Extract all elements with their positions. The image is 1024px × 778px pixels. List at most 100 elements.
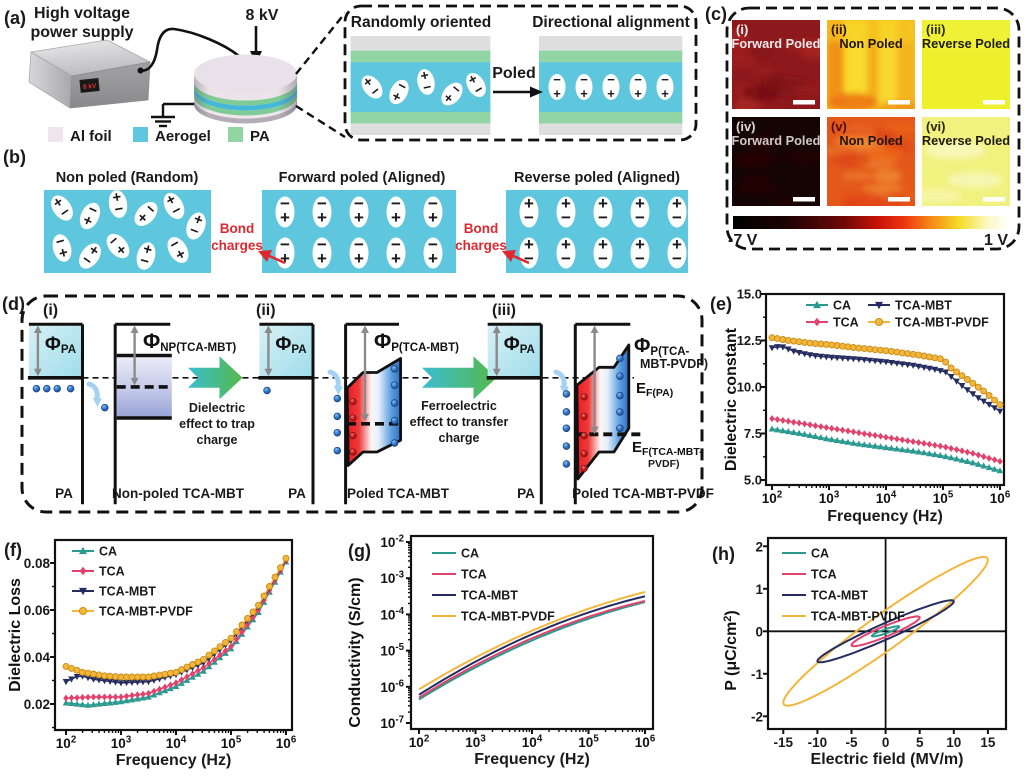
- svg-text:−: −: [113, 200, 125, 218]
- svg-text:(vi): (vi): [926, 119, 946, 134]
- svg-text:Reverse Poled: Reverse Poled: [922, 36, 1010, 51]
- svg-text:charge: charge: [197, 433, 238, 447]
- svg-text:12.5: 12.5: [737, 333, 762, 348]
- svg-text:+: +: [672, 235, 682, 254]
- svg-text:TCA: TCA: [833, 316, 859, 330]
- svg-text:+: +: [391, 208, 401, 227]
- svg-text:TCA-MBT: TCA-MBT: [811, 589, 868, 603]
- svg-text:−: −: [607, 72, 615, 87]
- svg-text:+: +: [598, 235, 608, 254]
- svg-text:−: −: [280, 194, 290, 213]
- svg-text:1: 1: [755, 582, 763, 597]
- svg-text:TCA: TCA: [461, 568, 487, 582]
- svg-text:Poled TCA-MBT-PVDF: Poled TCA-MBT-PVDF: [572, 486, 714, 501]
- svg-text:Forward poled (Aligned): Forward poled (Aligned): [279, 170, 446, 186]
- svg-text:+: +: [317, 249, 327, 268]
- svg-text:-7 V: -7 V: [728, 232, 758, 249]
- svg-text:P (μC/cm2): P (μC/cm2): [722, 610, 740, 691]
- svg-text:7.5: 7.5: [744, 426, 762, 441]
- svg-text:-10: -10: [808, 735, 828, 750]
- svg-text:-1: -1: [751, 667, 763, 682]
- svg-text:−: −: [598, 249, 608, 268]
- svg-text:Randomly oriented: Randomly oriented: [351, 14, 491, 31]
- svg-text:effect to transfer: effect to transfer: [410, 415, 509, 429]
- svg-text:−: −: [428, 194, 438, 213]
- svg-text:(iii): (iii): [492, 302, 516, 319]
- svg-text:+: +: [561, 194, 571, 213]
- svg-text:(iii): (iii): [926, 22, 946, 37]
- svg-text:Reverse Poled: Reverse Poled: [922, 133, 1010, 148]
- svg-text:(ii): (ii): [256, 302, 276, 319]
- svg-text:-2: -2: [751, 709, 763, 724]
- svg-text:+: +: [419, 66, 430, 83]
- svg-text:0.08: 0.08: [24, 556, 51, 571]
- svg-text:PVDF): PVDF): [648, 458, 680, 470]
- svg-text:1 V: 1 V: [984, 232, 1008, 249]
- svg-text:TCA-MBT-PVDF: TCA-MBT-PVDF: [811, 610, 905, 624]
- svg-text:−: −: [672, 208, 682, 227]
- svg-text:−: −: [561, 249, 571, 268]
- svg-text:−: −: [672, 249, 682, 268]
- svg-text:+: +: [635, 235, 645, 254]
- svg-text:(e): (e): [710, 294, 732, 314]
- svg-text:5.0: 5.0: [744, 473, 762, 488]
- svg-text:−: −: [553, 72, 561, 87]
- svg-text:PA: PA: [288, 486, 306, 501]
- svg-text:+: +: [661, 86, 669, 101]
- svg-text:−: −: [634, 72, 642, 87]
- svg-text:+: +: [354, 249, 364, 268]
- svg-text:−: −: [428, 235, 438, 254]
- svg-text:Bond: Bond: [464, 221, 499, 236]
- svg-text:TCA: TCA: [811, 568, 837, 582]
- svg-text:2: 2: [755, 539, 763, 554]
- svg-text:CA: CA: [811, 547, 829, 561]
- svg-text:Ferroelectric: Ferroelectric: [421, 399, 497, 413]
- svg-text:+: +: [280, 249, 290, 268]
- svg-text:−: −: [580, 72, 588, 87]
- svg-text:Frequency (Hz): Frequency (Hz): [474, 751, 590, 768]
- svg-text:PA: PA: [517, 486, 535, 501]
- svg-text:Frequency (Hz): Frequency (Hz): [116, 752, 232, 769]
- svg-text:(d): (d): [2, 294, 25, 314]
- svg-text:+: +: [391, 249, 401, 268]
- svg-text:−: −: [421, 78, 432, 95]
- svg-text:−: −: [635, 249, 645, 268]
- svg-text:15.0: 15.0: [737, 287, 762, 302]
- svg-text:Non Poled: Non Poled: [839, 133, 902, 148]
- svg-text:Dielectric constant: Dielectric constant: [723, 327, 740, 471]
- svg-text:(i): (i): [43, 302, 58, 319]
- svg-text:0: 0: [882, 735, 890, 750]
- svg-text:TCA-MBT-PVDF: TCA-MBT-PVDF: [99, 605, 193, 619]
- svg-text:TCA: TCA: [99, 565, 125, 579]
- svg-text:+: +: [111, 188, 123, 206]
- svg-text:CA: CA: [461, 547, 479, 561]
- svg-text:−: −: [524, 249, 534, 268]
- svg-text:TCA-MBT-PVDF: TCA-MBT-PVDF: [461, 610, 555, 624]
- svg-text:Conductivity (S/cm): Conductivity (S/cm): [347, 577, 364, 727]
- svg-text:+: +: [553, 86, 561, 101]
- svg-text:15: 15: [980, 735, 996, 750]
- svg-text:CA: CA: [99, 545, 117, 559]
- svg-text:−: −: [280, 235, 290, 254]
- svg-text:Directional alignment: Directional alignment: [532, 14, 690, 31]
- svg-text:0.06: 0.06: [24, 603, 51, 618]
- svg-text:charges: charges: [455, 238, 507, 253]
- svg-text:+: +: [598, 194, 608, 213]
- svg-text:TCA-MBT: TCA-MBT: [99, 585, 156, 599]
- svg-text:8 kV: 8 kV: [246, 7, 279, 24]
- svg-text:-15: -15: [774, 735, 794, 750]
- svg-text:+: +: [672, 194, 682, 213]
- svg-text:−: −: [661, 72, 669, 87]
- svg-text:Dielectric: Dielectric: [189, 401, 245, 415]
- svg-text:+: +: [524, 235, 534, 254]
- svg-text:TCA-MBT-PVDF: TCA-MBT-PVDF: [895, 316, 989, 330]
- svg-text:Aerogel: Aerogel: [155, 128, 211, 145]
- svg-text:MBT-PVDF): MBT-PVDF): [640, 357, 708, 371]
- svg-text:5: 5: [916, 735, 924, 750]
- svg-text:(i): (i): [736, 22, 748, 37]
- svg-text:(iv): (iv): [736, 119, 756, 134]
- svg-text:(h): (h): [712, 544, 735, 564]
- svg-text:−: −: [391, 194, 401, 213]
- svg-text:0.02: 0.02: [24, 697, 50, 712]
- svg-text:10: 10: [946, 735, 961, 750]
